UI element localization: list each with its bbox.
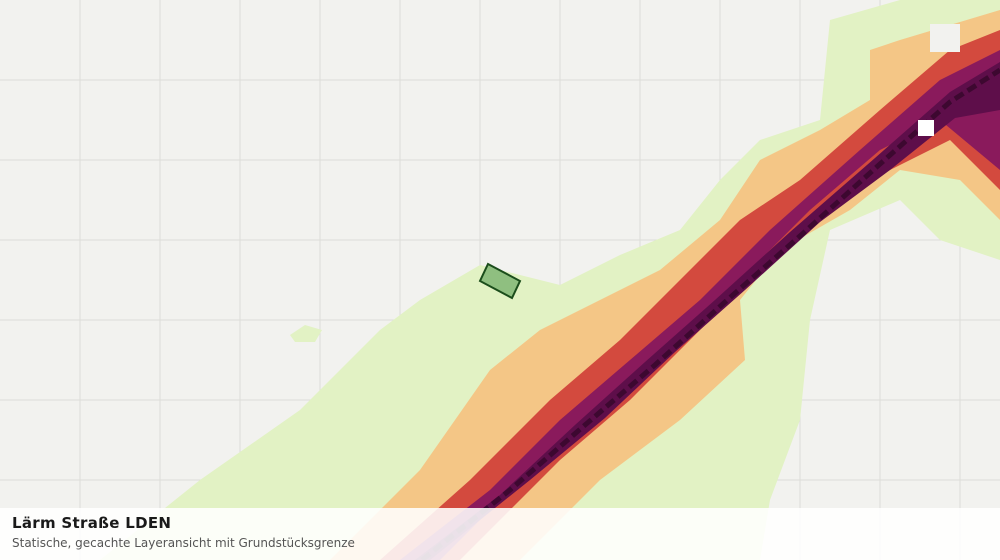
layer-info: Lärm Straße LDEN Statische, gecachte Lay… [0, 508, 1000, 560]
gap [930, 24, 960, 52]
noise-zone-medium [330, 10, 1000, 560]
gap [918, 120, 934, 136]
parcel-boundary [478, 262, 522, 300]
noise-zone-high [380, 30, 1000, 560]
noise-zone-low-island [290, 325, 322, 342]
layer-subtitle: Statische, gecachte Layeransicht mit Gru… [12, 536, 355, 550]
noise-zone-low [100, 0, 1000, 560]
noise-zone-very-high [400, 50, 1000, 560]
layer-title: Lärm Straße LDEN [12, 514, 172, 532]
